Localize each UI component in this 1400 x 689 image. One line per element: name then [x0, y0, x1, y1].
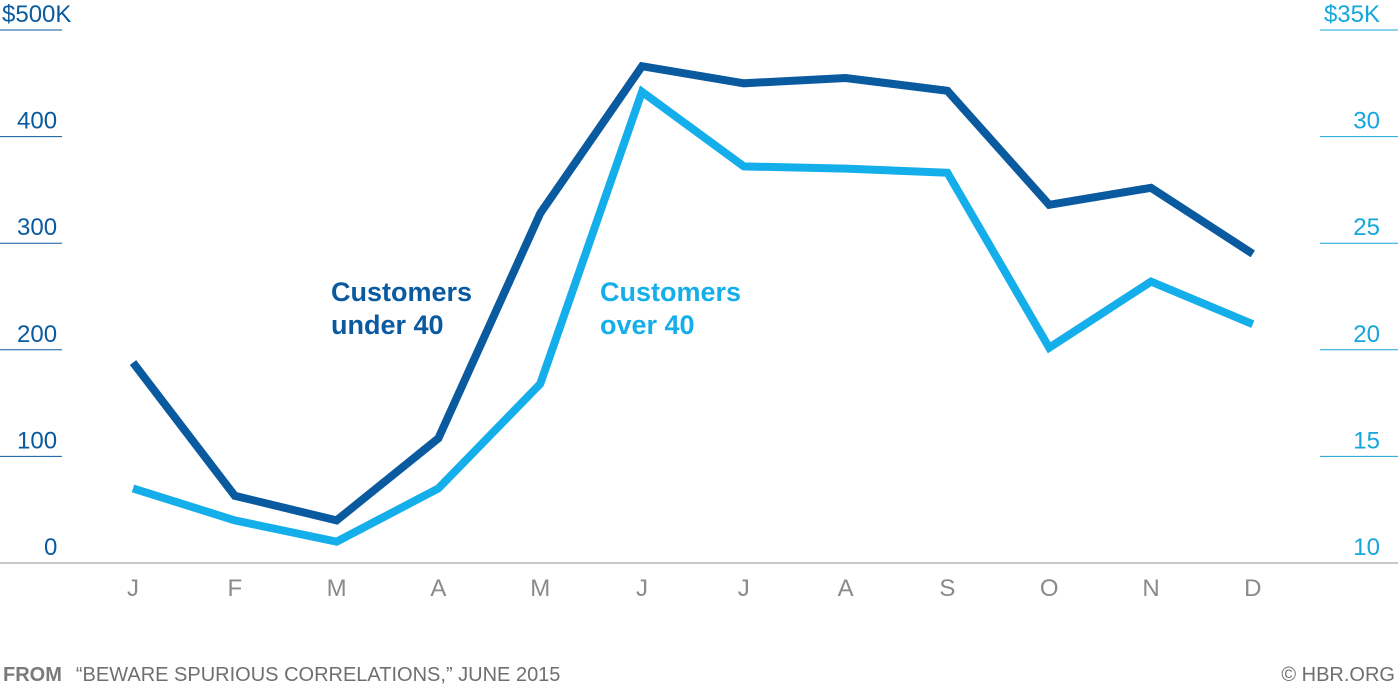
x-tick-label: A: [838, 575, 854, 602]
y-right-tick-label: 30: [1353, 108, 1380, 135]
y-right-tick-label: 10: [1353, 534, 1380, 561]
x-tick-label: M: [530, 575, 550, 602]
x-tick-label: M: [327, 575, 347, 602]
y-left-tick-label: 400: [17, 108, 57, 135]
left-axis: 0 100 200 300 400 $500K: [2, 1, 71, 561]
y-right-tick-label: 25: [1353, 214, 1380, 241]
y-left-tick-label: 200: [17, 321, 57, 348]
source-note: FROM “BEWARE SPURIOUS CORRELATIONS,” JUNE…: [3, 664, 560, 687]
series-label-over-40: Customers over 40: [600, 277, 741, 340]
copyright: © HBR.ORG: [1281, 664, 1395, 686]
x-tick-label: N: [1142, 575, 1159, 602]
x-tick-label: D: [1244, 575, 1261, 602]
right-axis: 10 15 20 25 30 $35K: [1324, 1, 1380, 561]
x-tick-label: O: [1040, 575, 1059, 602]
x-tick-label: J: [738, 575, 750, 602]
y-right-tick-label: $35K: [1324, 1, 1380, 28]
source-text: “BEWARE SPURIOUS CORRELATIONS,” JUNE 201…: [75, 664, 561, 686]
y-right-tick-label: 20: [1353, 321, 1380, 348]
x-tick-label: F: [227, 575, 242, 602]
x-tick-label: S: [939, 575, 955, 602]
series-labels: Customers under 40 Customers over 40: [331, 277, 741, 340]
series-line-over-40: [131, 85, 1255, 546]
y-right-tick-label: 15: [1353, 427, 1380, 454]
series-lines: [129, 61, 1255, 546]
y-left-tick-label: 0: [44, 534, 57, 561]
source-lead: FROM: [3, 664, 62, 686]
x-tick-label: J: [636, 575, 648, 602]
y-left-tick-label: 300: [17, 214, 57, 241]
series-line-under-40: [129, 61, 1255, 525]
x-tick-label: J: [127, 575, 139, 602]
grid-lines: [0, 29, 1398, 564]
x-tick-label: A: [430, 575, 446, 602]
series-label-under-40: Customers under 40: [331, 277, 472, 340]
y-left-tick-label: 100: [17, 427, 57, 454]
y-left-tick-label: $500K: [2, 1, 71, 28]
